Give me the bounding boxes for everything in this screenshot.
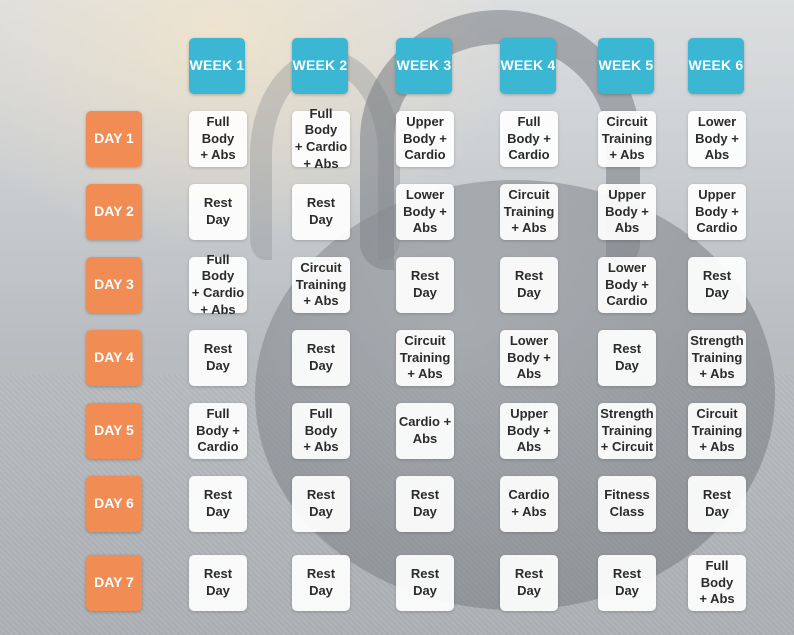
workout-cell-day1-week6: Lower Body + Abs: [688, 111, 746, 167]
workout-cell-day7-week6: Full Body + Abs: [688, 555, 746, 611]
workout-cell-day3-week5: Lower Body + Cardio: [598, 257, 656, 313]
day-label-7: DAY 7: [86, 555, 142, 611]
week-header-4: WEEK 4: [500, 38, 556, 94]
workout-cell-day1-week5: Circuit Training + Abs: [598, 111, 656, 167]
workout-cell-day6-week5: Fitness Class: [598, 476, 656, 532]
workout-cell-day5-week5: Strength Training + Circuit: [598, 403, 656, 459]
workout-cell-day2-week2: Rest Day: [292, 184, 350, 240]
week-header-6: WEEK 6: [688, 38, 744, 94]
workout-cell-day4-week2: Rest Day: [292, 330, 350, 386]
workout-cell-day7-week4: Rest Day: [500, 555, 558, 611]
workout-cell-day6-week4: Cardio + Abs: [500, 476, 558, 532]
day-label-2: DAY 2: [86, 184, 142, 240]
workout-cell-day3-week2: Circuit Training + Abs: [292, 257, 350, 313]
week-header-1: WEEK 1: [189, 38, 245, 94]
workout-cell-day2-week5: Upper Body + Abs: [598, 184, 656, 240]
workout-cell-day7-week1: Rest Day: [189, 555, 247, 611]
workout-cell-day4-week4: Lower Body + Abs: [500, 330, 558, 386]
workout-cell-day3-week6: Rest Day: [688, 257, 746, 313]
workout-cell-day2-week1: Rest Day: [189, 184, 247, 240]
workout-cell-day5-week1: Full Body + Cardio: [189, 403, 247, 459]
workout-cell-day6-week2: Rest Day: [292, 476, 350, 532]
day-label-1: DAY 1: [86, 111, 142, 167]
workout-cell-day4-week6: Strength Training + Abs: [688, 330, 746, 386]
workout-cell-day2-week6: Upper Body + Cardio: [688, 184, 746, 240]
workout-cell-day5-week4: Upper Body + Abs: [500, 403, 558, 459]
workout-cell-day2-week4: Circuit Training + Abs: [500, 184, 558, 240]
workout-cell-day7-week5: Rest Day: [598, 555, 656, 611]
workout-cell-day5-week6: Circuit Training + Abs: [688, 403, 746, 459]
kettlebell-image: [255, 180, 775, 610]
workout-cell-day3-week4: Rest Day: [500, 257, 558, 313]
workout-cell-day3-week3: Rest Day: [396, 257, 454, 313]
workout-cell-day6-week6: Rest Day: [688, 476, 746, 532]
week-header-5: WEEK 5: [598, 38, 654, 94]
week-header-3: WEEK 3: [396, 38, 452, 94]
workout-cell-day3-week1: Full Body + Cardio + Abs: [189, 252, 247, 317]
workout-cell-day2-week3: Lower Body + Abs: [396, 184, 454, 240]
workout-cell-day1-week1: Full Body + Abs: [189, 111, 247, 167]
day-label-5: DAY 5: [86, 403, 142, 459]
workout-cell-day4-week5: Rest Day: [598, 330, 656, 386]
workout-cell-day5-week3: Cardio + Abs: [396, 403, 454, 459]
workout-cell-day4-week3: Circuit Training + Abs: [396, 330, 454, 386]
workout-cell-day6-week1: Rest Day: [189, 476, 247, 532]
workout-cell-day4-week1: Rest Day: [189, 330, 247, 386]
workout-cell-day1-week3: Upper Body + Cardio: [396, 111, 454, 167]
day-label-3: DAY 3: [86, 257, 142, 313]
day-label-6: DAY 6: [86, 476, 142, 532]
workout-cell-day1-week4: Full Body + Cardio: [500, 111, 558, 167]
workout-cell-day1-week2: Full Body + Cardio + Abs: [292, 106, 350, 171]
workout-cell-day7-week3: Rest Day: [396, 555, 454, 611]
workout-cell-day6-week3: Rest Day: [396, 476, 454, 532]
day-label-4: DAY 4: [86, 330, 142, 386]
week-header-2: WEEK 2: [292, 38, 348, 94]
workout-cell-day5-week2: Full Body + Abs: [292, 403, 350, 459]
workout-cell-day7-week2: Rest Day: [292, 555, 350, 611]
